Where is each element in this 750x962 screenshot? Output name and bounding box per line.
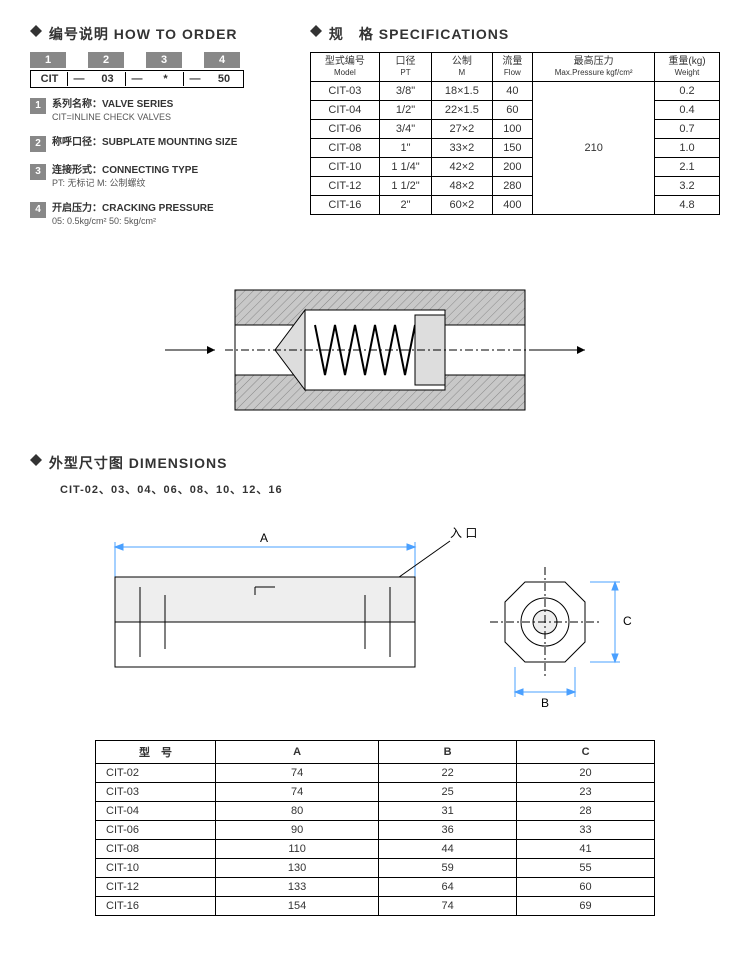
dim-row: CIT-161547469	[96, 897, 655, 916]
dim-title: 外型尺寸图 DIMENSIONS	[30, 453, 720, 473]
order-num-box: 2	[88, 52, 124, 68]
order-legend: 1 系列名称：VALVE SERIES CIT=INLINE CHECK VAL…	[30, 98, 290, 228]
spec-row: CIT-081"33×21501.0	[311, 138, 720, 157]
howto-title-en: HOW TO ORDER	[114, 26, 238, 42]
spec-title: 规 格 SPECIFICATIONS	[310, 24, 720, 44]
spec-table: 型式编号Model口径PT公制M流量Flow最高压力Max.Pressure k…	[310, 52, 720, 215]
legend-num-box: 2	[30, 136, 46, 152]
spec-pressure-cell: 210	[533, 81, 655, 214]
legend-text: 称呼口径：SUBPLATE MOUNTING SIZE	[52, 136, 237, 149]
order-code-cell: —	[70, 72, 88, 86]
order-number-row: 1 2 3 4	[30, 52, 290, 68]
dim-row: CIT-121336460	[96, 878, 655, 897]
order-code-cell: *	[148, 72, 184, 86]
dim-row: CIT-04803128	[96, 802, 655, 821]
dim-letter-a: A	[260, 531, 268, 545]
spec-row: CIT-162"60×24004.8	[311, 195, 720, 214]
dim-row: CIT-06903633	[96, 821, 655, 840]
spec-row: CIT-033/8"18×1.5402100.2	[311, 81, 720, 100]
spec-row: CIT-101 1/4"42×22002.1	[311, 157, 720, 176]
legend-text: 连接形式：CONNECTING TYPE PT: 无标记 M: 公制螺纹	[52, 164, 198, 190]
spec-col-header: 公制M	[432, 53, 492, 82]
order-num-box: 3	[146, 52, 182, 68]
legend-num-box: 1	[30, 98, 46, 114]
dim-letter-c: C	[623, 614, 632, 628]
spec-col-header: 流量Flow	[492, 53, 533, 82]
dim-row: CIT-081104441	[96, 840, 655, 859]
legend-num-box: 4	[30, 202, 46, 218]
order-code-cell: —	[128, 72, 146, 86]
order-code-row: CIT—03—*—50	[30, 70, 244, 88]
howto-title-cn: 编号说明	[49, 26, 109, 42]
diamond-icon	[30, 19, 42, 31]
legend-text: 开启压力：CRACKING PRESSURE 05: 0.5kg/cm² 50:…	[52, 202, 214, 228]
dim-subtitle: CIT-02、03、04、06、08、10、12、16	[60, 481, 720, 497]
legend-item: 1 系列名称：VALVE SERIES CIT=INLINE CHECK VAL…	[30, 98, 290, 124]
legend-text: 系列名称：VALVE SERIES CIT=INLINE CHECK VALVE…	[52, 98, 173, 124]
spec-title-cn: 规 格	[329, 26, 374, 42]
order-num-box: 1	[30, 52, 66, 68]
dim-table: 型 号ABCCIT-02742220CIT-03742523CIT-048031…	[95, 740, 655, 916]
dim-letter-b: B	[541, 696, 549, 710]
spec-row: CIT-121 1/2"48×22803.2	[311, 176, 720, 195]
dim-col-header: C	[517, 741, 655, 764]
legend-item: 3 连接形式：CONNECTING TYPE PT: 无标记 M: 公制螺纹	[30, 164, 290, 190]
spec-col-header: 最高压力Max.Pressure kgf/cm²	[533, 53, 655, 82]
dim-row: CIT-101305955	[96, 859, 655, 878]
dim-title-en: DIMENSIONS	[129, 455, 228, 471]
legend-item: 2 称呼口径：SUBPLATE MOUNTING SIZE	[30, 136, 290, 152]
order-code-cell: 50	[206, 72, 242, 86]
inlet-label: 入 口	[450, 526, 477, 540]
order-code-cell: —	[186, 72, 204, 86]
dim-title-cn: 外型尺寸图	[49, 455, 124, 471]
order-code-cell: CIT	[32, 72, 68, 86]
dim-drawing: A 入 口 B	[30, 517, 720, 720]
cross-section-diagram	[30, 270, 720, 433]
spec-title-en: SPECIFICATIONS	[379, 26, 509, 42]
diamond-icon	[30, 448, 42, 460]
spec-col-header: 重量(kg)Weight	[655, 53, 720, 82]
dim-col-header: A	[216, 741, 379, 764]
order-num-box: 4	[204, 52, 240, 68]
dim-row: CIT-03742523	[96, 783, 655, 802]
spec-row: CIT-063/4"27×21000.7	[311, 119, 720, 138]
spec-col-header: 型式编号Model	[311, 53, 380, 82]
dim-row: CIT-02742220	[96, 764, 655, 783]
spec-col-header: 口径PT	[379, 53, 431, 82]
legend-num-box: 3	[30, 164, 46, 180]
spec-row: CIT-041/2"22×1.5600.4	[311, 100, 720, 119]
howto-title: 编号说明 HOW TO ORDER	[30, 24, 290, 44]
diamond-icon	[310, 19, 322, 31]
dim-col-header: B	[379, 741, 517, 764]
legend-item: 4 开启压力：CRACKING PRESSURE 05: 0.5kg/cm² 5…	[30, 202, 290, 228]
order-code-cell: 03	[90, 72, 126, 86]
dim-col-header: 型 号	[96, 741, 216, 764]
